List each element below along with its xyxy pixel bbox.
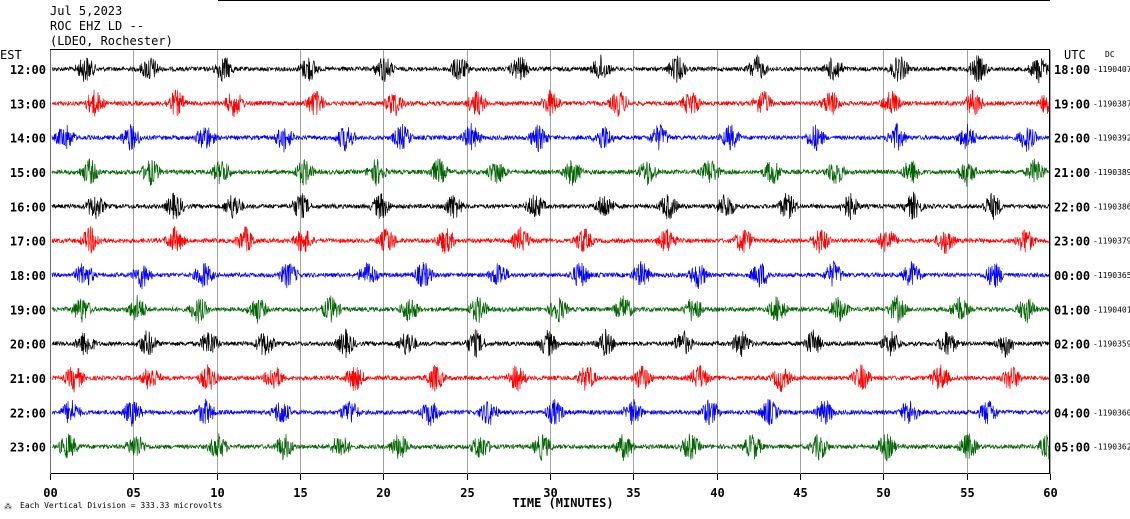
- x-tick-label: 45: [793, 486, 807, 500]
- dc-offset-label: -1190392: [1093, 134, 1130, 143]
- header-network: (LDEO, Rochester): [50, 34, 173, 48]
- utc-time-label: 23:00: [1054, 235, 1090, 249]
- trace-line: [51, 260, 1050, 290]
- trace-line: [51, 364, 1050, 393]
- header-station: ROC EHZ LD --: [50, 19, 144, 33]
- dc-offset-label: -1190387: [1093, 99, 1130, 108]
- scale-icon: ⁂: [4, 502, 12, 511]
- est-time-label: 21:00: [10, 372, 46, 386]
- x-axis-label: TIME (MINUTES): [512, 496, 613, 510]
- trace-line: [51, 398, 1050, 427]
- dc-offset-label: -1190365: [1093, 271, 1130, 280]
- utc-time-label: 03:00: [1054, 372, 1090, 386]
- est-time-label: 16:00: [10, 200, 46, 214]
- trace-line: [51, 328, 1050, 359]
- est-time-label: 23:00: [10, 441, 46, 455]
- dc-offset-label: -1190359: [1093, 340, 1130, 349]
- utc-time-label: 01:00: [1054, 303, 1090, 317]
- dc-offset-label: -1190389: [1093, 168, 1130, 177]
- est-label: EST: [0, 48, 22, 62]
- utc-time-label: 22:00: [1054, 200, 1090, 214]
- header-date: Jul 5,2023: [50, 4, 122, 18]
- est-time-label: 17:00: [10, 235, 46, 249]
- utc-time-label: 19:00: [1054, 97, 1090, 111]
- trace-line: [51, 89, 1050, 118]
- trace-line: [51, 226, 1050, 255]
- dc-offset-label: -1190386: [1093, 202, 1130, 211]
- x-axis-ticks: 00 05 10 15 20 25 30 35 40 45 50 55 60: [43, 474, 1058, 500]
- utc-time-label: 20:00: [1054, 132, 1090, 146]
- x-tick-label: 10: [210, 486, 224, 500]
- est-time-label: 22:00: [10, 406, 46, 420]
- dc-offset-label: -1190360: [1093, 408, 1130, 417]
- vertical-gridlines: [50, 50, 1051, 474]
- est-time-label: 20:00: [10, 338, 46, 352]
- utc-time-label: 21:00: [1054, 166, 1090, 180]
- x-tick-label: 35: [626, 486, 640, 500]
- utc-time-label: 00:00: [1054, 269, 1090, 283]
- dc-offset-label: -1190379: [1093, 237, 1130, 246]
- x-tick-label: 20: [376, 486, 390, 500]
- trace-line: [51, 191, 1050, 221]
- trace-line: [51, 122, 1050, 153]
- x-tick-label: 50: [876, 486, 890, 500]
- dc-offset-label: -1190362: [1093, 443, 1130, 452]
- trace-line: [51, 54, 1050, 84]
- x-tick-label: 40: [710, 486, 724, 500]
- x-tick-label: 15: [293, 486, 307, 500]
- trace-line: [51, 433, 1050, 462]
- utc-time-label: 05:00: [1054, 441, 1090, 455]
- dc-offset-label: -1190407: [1093, 65, 1130, 74]
- est-time-label: 19:00: [10, 303, 46, 317]
- est-time-label: 13:00: [10, 97, 46, 111]
- trace-line: [51, 294, 1050, 324]
- trace-line: [51, 157, 1050, 187]
- est-time-label: 14:00: [10, 132, 46, 146]
- x-tick-label: 60: [1043, 486, 1057, 500]
- utc-time-label: 18:00: [1054, 63, 1090, 77]
- dc-label: DC: [1105, 50, 1115, 59]
- x-tick-label: 30: [543, 486, 557, 500]
- seismic-traces: [51, 54, 1050, 462]
- utc-time-label: 02:00: [1054, 338, 1090, 352]
- utc-label: UTC: [1064, 48, 1086, 62]
- x-tick-label: 05: [126, 486, 140, 500]
- dc-offset-label: -1190401: [1093, 305, 1130, 314]
- x-tick-label: 00: [43, 486, 57, 500]
- scale-note: Each Vertical Division = 333.33 microvol…: [20, 501, 222, 510]
- est-time-label: 15:00: [10, 166, 46, 180]
- est-time-label: 18:00: [10, 269, 46, 283]
- utc-time-label: 04:00: [1054, 406, 1090, 420]
- x-tick-label: 25: [460, 486, 474, 500]
- est-time-label: 12:00: [10, 63, 46, 77]
- x-tick-label: 55: [960, 486, 974, 500]
